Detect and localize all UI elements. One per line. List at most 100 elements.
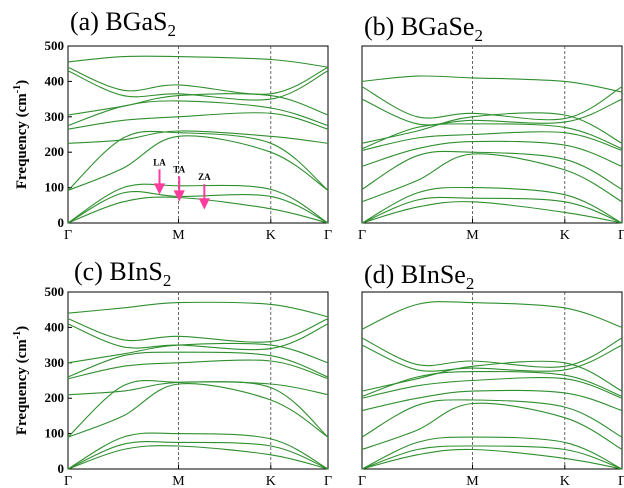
phonon-band-3 [361,436,623,470]
panel-title: (b) BGaSe2 [364,12,483,45]
phonon-band-10 [361,344,623,372]
phonon-band-2 [67,190,329,224]
phonon-band-11 [361,337,623,368]
plot-frame [361,291,623,470]
y-axis-label-sup: -1 [12,331,23,339]
phonon-band-6 [67,381,329,396]
phonon-band-7 [361,377,623,399]
phonon-band-1 [67,445,329,470]
x-tick-label: Γ [618,228,624,243]
x-tick-label: Γ [358,228,366,243]
panel-title: (a) BGaS2 [70,7,176,40]
phonon-band-9 [361,112,623,144]
phonon-band-9 [361,360,623,392]
y-tick-label: 100 [45,180,65,195]
y-tick-label: 300 [45,109,65,124]
phonon-band-8 [361,370,623,397]
plot-frame [67,45,329,224]
x-tick-label: Γ [358,474,366,488]
panel-4: (d) BInSe2 Γ M K Γ [358,260,624,488]
panel-title-subscript: 2 [163,271,172,290]
phonon-band-7 [67,359,329,380]
phonon-band-5 [361,399,623,438]
mode-label-za: ZA [198,172,211,182]
phonon-band-12 [361,301,623,330]
x-tick-label: M [172,228,185,243]
y-axis-label-sup: -1 [12,85,23,93]
x-tick-label: M [466,228,479,243]
phonon-band-4 [361,402,623,451]
phonon-band-2 [361,196,623,224]
phonon-band-5 [361,150,623,190]
mode-label-ta: TA [173,164,185,174]
x-tick-label: Γ [324,228,332,243]
phonon-band-11 [67,318,329,343]
y-tick-label: 0 [58,461,65,476]
x-tick-label: Γ [64,474,72,488]
phonon-band-4 [67,135,329,191]
phonon-band-1 [67,196,329,224]
phonon-band-2 [67,441,329,470]
y-axis-label-end: ) [14,80,30,85]
y-tick-label: 500 [45,284,65,299]
mode-arrow-head [173,190,185,202]
x-tick-label: Γ [64,228,72,243]
mode-arrow-head [153,183,166,195]
y-axis-label: Frequency (cm-1) [12,326,30,435]
panel-title: (c) BInS2 [74,257,171,290]
phonon-band-12 [67,301,329,318]
panel-title-subscript: 2 [167,21,176,40]
panel-title: (d) BInSe2 [364,260,474,293]
phonon-band-1 [361,201,623,224]
x-tick-label: K [560,474,570,488]
phonon-band-6 [67,130,329,144]
panel-title-subscript: 2 [474,26,483,45]
y-tick-label: 100 [45,426,65,441]
plot-frame [361,45,623,224]
x-tick-label: K [266,228,276,243]
phonon-band-1 [361,448,623,470]
y-tick-label: 300 [45,355,65,370]
x-tick-label: M [172,474,185,488]
phonon-band-10 [67,323,329,351]
phonon-band-11 [67,66,329,95]
phonon-band-6 [361,389,623,412]
x-tick-label: K [266,474,276,488]
y-axis-label: Frequency (cm-1) [12,80,30,189]
phonon-band-8 [67,351,329,378]
x-tick-label: K [560,228,570,243]
phonon-band-4 [67,383,329,438]
phonon-band-4 [361,153,623,203]
panel-2: (b) BGaSe2 Γ M K Γ [358,12,624,243]
y-tick-label: 500 [45,38,65,53]
plot-frame [67,291,329,470]
y-tick-label: 200 [45,390,65,405]
phonon-band-8 [361,123,623,150]
mode-arrow-head [198,198,210,210]
y-tick-label: 400 [45,319,65,334]
phonon-band-9 [67,93,329,116]
y-axis-label-end: ) [14,326,30,331]
phonon-band-10 [67,70,329,101]
phonon-band-12 [361,75,623,93]
x-tick-label: M [466,474,479,488]
phonon-band-10 [361,98,623,126]
phonon-band-3 [67,432,329,470]
phonon-band-8 [67,100,329,127]
y-tick-label: 200 [45,144,65,159]
phonon-band-6 [361,140,623,167]
phonon-band-5 [67,130,329,191]
phonon-band-11 [361,86,623,121]
y-tick-label: 0 [58,215,65,230]
x-tick-label: Γ [618,474,624,488]
phonon-band-12 [67,55,329,68]
mode-label-la: LA [153,157,166,167]
x-tick-label: Γ [324,474,332,488]
phonon-band-3 [361,186,623,224]
phonon-band-2 [361,445,623,470]
panel-title-subscript: 2 [466,274,475,293]
phonon-band-7 [67,112,329,130]
